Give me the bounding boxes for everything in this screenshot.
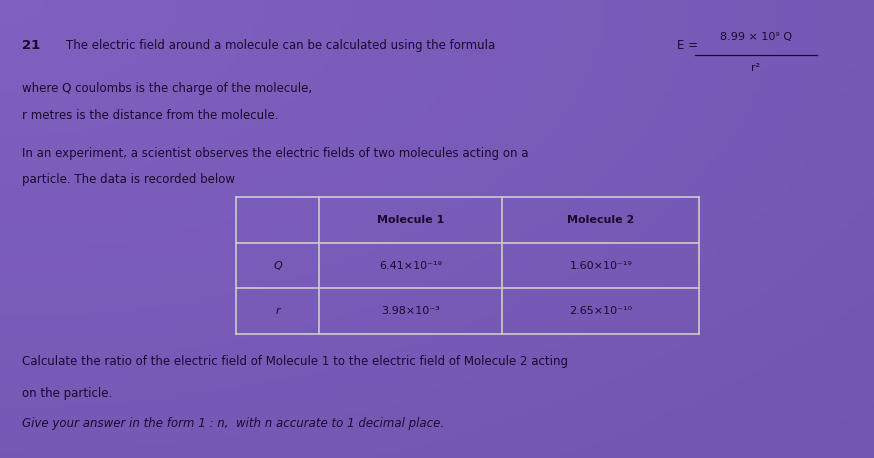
- Text: 1.60×10⁻¹⁹: 1.60×10⁻¹⁹: [569, 261, 632, 271]
- Text: Calculate the ratio of the electric field of Molecule 1 to the electric field of: Calculate the ratio of the electric fiel…: [22, 355, 568, 368]
- Text: particle. The data is recorded below: particle. The data is recorded below: [22, 173, 235, 186]
- Text: where Q coulombs is the charge of the molecule,: where Q coulombs is the charge of the mo…: [22, 82, 312, 95]
- Text: The electric field around a molecule can be calculated using the formula: The electric field around a molecule can…: [66, 39, 495, 52]
- Text: 2.65×10⁻¹⁰: 2.65×10⁻¹⁰: [569, 306, 632, 316]
- Text: Give your answer in the form 1 : n,  with n accurate to 1 decimal place.: Give your answer in the form 1 : n, with…: [22, 417, 444, 430]
- Text: 3.98×10⁻³: 3.98×10⁻³: [381, 306, 440, 316]
- Text: E =: E =: [677, 39, 698, 52]
- Text: 8.99 × 10⁹ Q: 8.99 × 10⁹ Q: [720, 32, 792, 42]
- Text: Molecule 2: Molecule 2: [567, 215, 635, 225]
- Text: r²: r²: [752, 63, 760, 73]
- Text: In an experiment, a scientist observes the electric fields of two molecules acti: In an experiment, a scientist observes t…: [22, 147, 529, 159]
- Text: Q: Q: [274, 261, 282, 271]
- Text: Molecule 1: Molecule 1: [378, 215, 445, 225]
- Text: 6.41×10⁻¹⁹: 6.41×10⁻¹⁹: [379, 261, 442, 271]
- Text: r: r: [275, 306, 280, 316]
- Text: 21: 21: [22, 39, 40, 52]
- Text: on the particle.: on the particle.: [22, 387, 112, 400]
- Text: r metres is the distance from the molecule.: r metres is the distance from the molecu…: [22, 109, 278, 122]
